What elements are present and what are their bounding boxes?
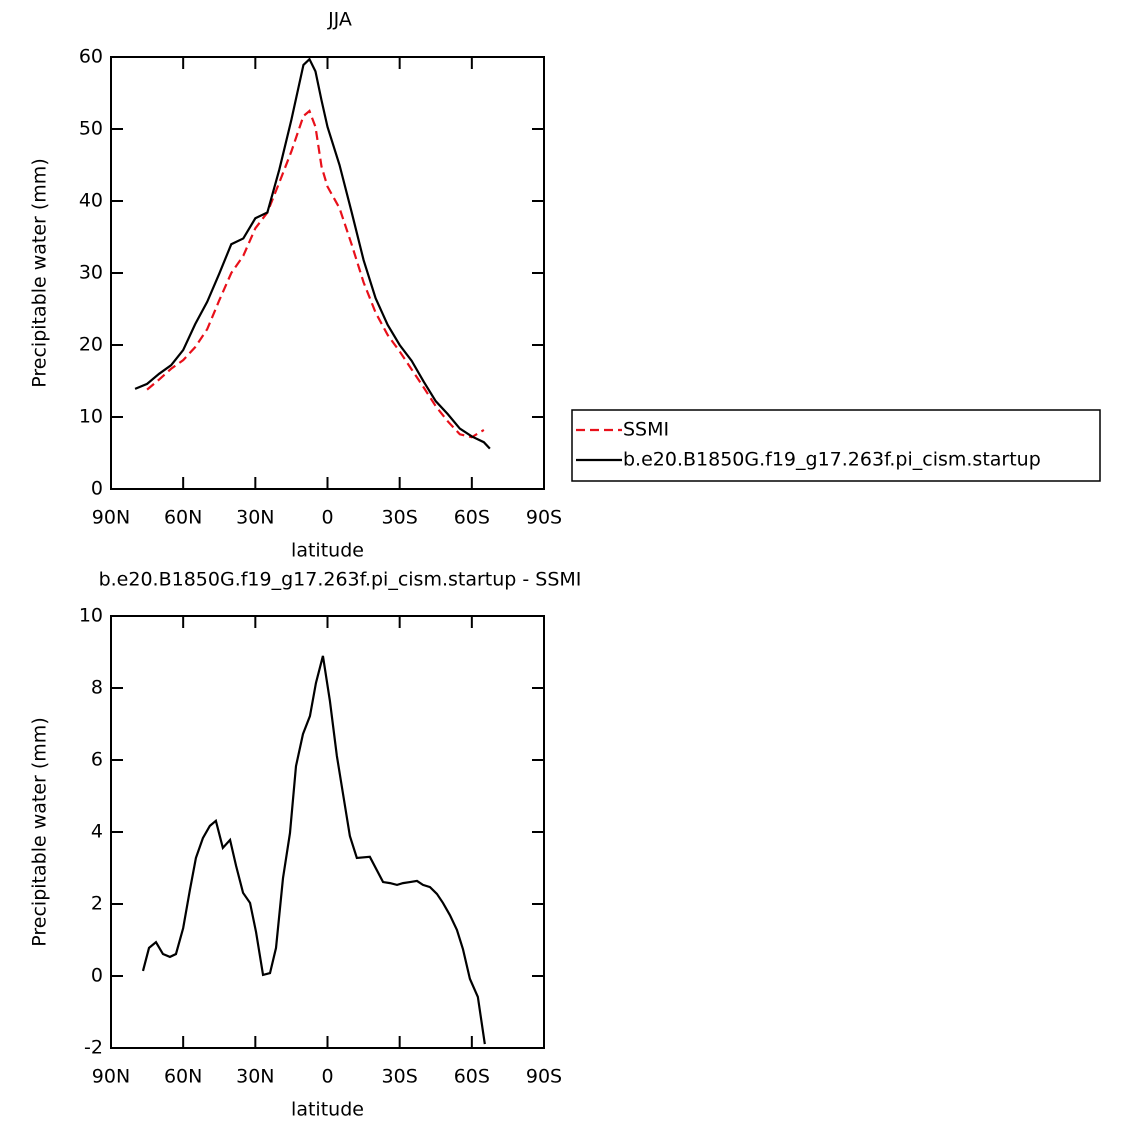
y-tick-label: 10 [79, 605, 103, 627]
x-axis-label: latitude [291, 540, 364, 562]
y-tick-label: 8 [91, 677, 103, 699]
x-tick-label: 30N [236, 1066, 274, 1088]
x-tick-label: 90N [92, 507, 130, 529]
y-tick-label: 0 [91, 478, 103, 500]
x-tick-label: 30S [382, 507, 418, 529]
y-tick-label: 40 [79, 190, 103, 212]
plot-frame [110, 56, 545, 490]
x-tick-label: 60S [454, 507, 490, 529]
y-axis-label: Precipitable water (mm) [29, 717, 51, 946]
legend-box [571, 409, 1101, 482]
x-axis-label: latitude [291, 1099, 364, 1121]
x-tick-label: 90S [526, 1066, 562, 1088]
line [134, 57, 491, 450]
y-tick-label: 0 [91, 965, 103, 987]
x-tick-label: 60S [454, 1066, 490, 1088]
x-tick-label: 0 [321, 507, 333, 529]
x-tick-label: 30N [236, 507, 274, 529]
chart-title: JJA [327, 9, 352, 31]
y-tick-label: 20 [79, 334, 103, 356]
line [141, 655, 486, 1045]
y-tick-label: 6 [91, 749, 103, 771]
x-tick-label: 90S [526, 507, 562, 529]
y-tick-label: 2 [91, 893, 103, 915]
x-tick-label: 60N [164, 507, 202, 529]
y-tick-label: 50 [79, 118, 103, 140]
x-tick-label: 30S [382, 1066, 418, 1088]
x-tick-label: 0 [321, 1066, 333, 1088]
line [146, 109, 485, 439]
y-axis-label: Precipitable water (mm) [29, 158, 51, 387]
y-tick-label: 30 [79, 262, 103, 284]
y-tick-label: -2 [84, 1037, 103, 1059]
x-tick-label: 90N [92, 1066, 130, 1088]
y-tick-label: 4 [91, 821, 103, 843]
legend-label: SSMI [623, 419, 669, 441]
legend-label: b.e20.B1850G.f19_g17.263f.pi_cism.startu… [623, 449, 1041, 471]
chart-title: b.e20.B1850G.f19_g17.263f.pi_cism.startu… [99, 569, 582, 591]
y-tick-label: 60 [79, 46, 103, 68]
x-tick-label: 60N [164, 1066, 202, 1088]
y-tick-label: 10 [79, 406, 103, 428]
